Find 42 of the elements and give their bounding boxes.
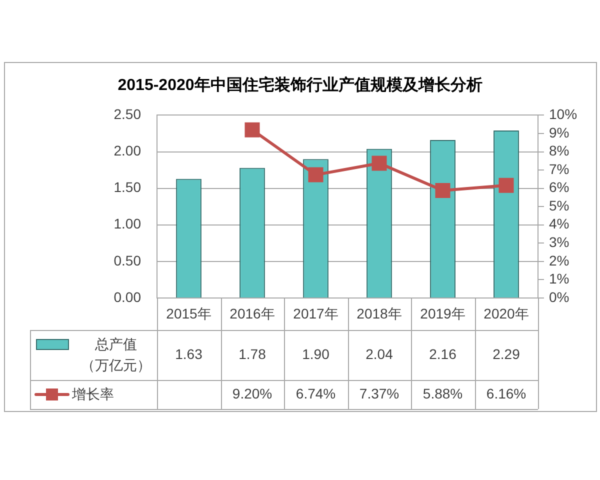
y2-tick-label: 7% bbox=[549, 160, 570, 177]
data-label: 9.20% bbox=[232, 385, 272, 402]
legend-label: 总产值（万亿元） bbox=[81, 336, 151, 373]
x-tick-label: 2018年 bbox=[356, 305, 402, 322]
point bbox=[244, 122, 260, 138]
data-label: 2.04 bbox=[366, 346, 394, 362]
data-label: 5.88% bbox=[422, 385, 463, 402]
point bbox=[435, 183, 450, 198]
data-label: 6.16% bbox=[486, 385, 526, 402]
data-label: 1.63 bbox=[175, 346, 203, 362]
y2-tick-label: 2% bbox=[549, 252, 570, 268]
x-tick-label: 2020年 bbox=[484, 305, 529, 322]
y2-tick-label: 6% bbox=[549, 179, 570, 196]
data-label: 2.29 bbox=[492, 346, 520, 362]
x-tick-label: 2017年 bbox=[293, 305, 338, 322]
y-tick-label: 0.50 bbox=[114, 252, 142, 268]
y-tick-label: 1.50 bbox=[114, 179, 142, 196]
point bbox=[372, 156, 387, 171]
data-label: 2.16 bbox=[429, 346, 457, 362]
legend-label: 增长率 bbox=[71, 386, 114, 402]
data-label: 1.78 bbox=[238, 346, 266, 362]
point bbox=[498, 178, 514, 193]
y2-tick-label: 3% bbox=[549, 234, 570, 250]
y2-tick-label: 10% bbox=[549, 106, 578, 122]
y-tick-label: 2.50 bbox=[114, 106, 142, 122]
y-tick-label: 0.00 bbox=[114, 288, 142, 305]
y-tick-label: 2.00 bbox=[114, 142, 142, 159]
x-tick-label: 2016年 bbox=[230, 305, 275, 322]
y2-tick-label: 4% bbox=[549, 216, 570, 232]
y2-tick-label: 8% bbox=[549, 142, 570, 159]
y2-tick-label: 9% bbox=[549, 124, 570, 140]
y-tick-label: 1.00 bbox=[114, 216, 142, 232]
point bbox=[308, 167, 324, 182]
chart-title: 2015-2020年中国住宅装饰行业产值规模及增长分析 bbox=[118, 75, 482, 94]
y2-tick-label: 5% bbox=[549, 197, 570, 214]
y2-tick-label: 1% bbox=[549, 270, 570, 287]
x-tick-label: 2015年 bbox=[166, 305, 212, 322]
data-label: 1.90 bbox=[302, 346, 330, 362]
data-label: 6.74% bbox=[296, 385, 336, 402]
y2-tick-label: 0% bbox=[549, 288, 570, 305]
data-label: 7.37% bbox=[359, 385, 400, 402]
x-tick-label: 2019年 bbox=[420, 305, 466, 322]
